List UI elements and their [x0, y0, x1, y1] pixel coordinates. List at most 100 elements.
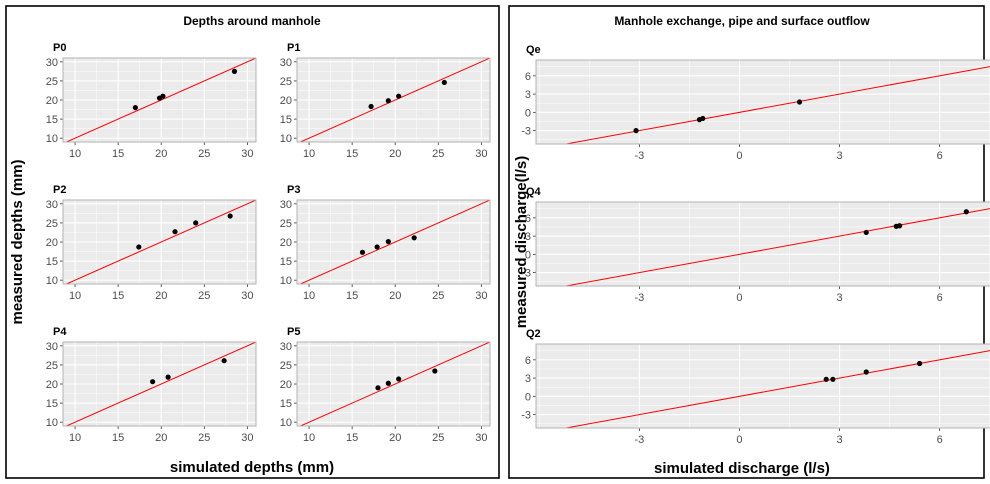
data-point	[917, 360, 923, 367]
one-to-one-line	[563, 208, 990, 286]
y-tick-label: 20	[46, 379, 58, 391]
y-tick-label: 0	[525, 107, 531, 119]
x-tick-label: 25	[432, 148, 444, 160]
y-tick-label: 10	[280, 417, 292, 429]
data-point	[396, 93, 402, 99]
panel-border	[62, 341, 257, 427]
y-tick-label: 30	[280, 57, 292, 69]
data-point	[823, 376, 829, 382]
y-tick-label: 30	[46, 341, 58, 353]
data-point	[896, 223, 903, 229]
y-tick-label: 15	[280, 398, 292, 410]
x-tick-label: 3	[836, 150, 842, 162]
data-point	[150, 379, 156, 385]
panel-border	[296, 57, 491, 143]
y-tick-label: 6	[525, 213, 531, 225]
y-tick-label: 25	[280, 76, 292, 88]
x-tick-label: 25	[432, 290, 444, 302]
y-tick-label: 3	[525, 89, 531, 101]
panel-title: Qe	[526, 44, 541, 56]
discharge-figure: Manhole exchange, pipe and surface outfl…	[513, 14, 990, 477]
x-tick-label: 3	[836, 292, 842, 304]
data-point	[374, 244, 380, 250]
y-tick-label: 25	[46, 76, 58, 88]
x-tick-label: 30	[475, 432, 487, 444]
data-point	[432, 368, 438, 374]
x-tick-label: -3	[635, 292, 645, 304]
x-tick-label: 20	[389, 290, 401, 302]
depths-figure: Depths around manhole simulated depths (m…	[9, 14, 491, 476]
x-tick-label: 30	[241, 148, 253, 160]
data-point	[193, 220, 199, 226]
panel-p4: 10 15 20 25 30 10 15 20 25 30 P4	[46, 326, 257, 444]
data-point	[221, 358, 227, 364]
panel-title: P5	[287, 326, 300, 338]
x-tick-label: 25	[198, 432, 210, 444]
x-tick-label: 6	[937, 150, 943, 162]
x-tick-label: -3	[635, 434, 645, 446]
y-tick-label: 3	[525, 373, 531, 385]
panel-p3: 10 15 20 25 30 10 15 20 25 30 P3	[280, 184, 491, 302]
data-point	[796, 99, 803, 105]
panel-title: P3	[287, 184, 300, 196]
y-axis-label: measured depths (mm)	[9, 159, 26, 324]
x-tick-label: 15	[346, 290, 358, 302]
x-tick-label: 30	[475, 290, 487, 302]
one-to-one-line	[65, 200, 256, 284]
x-axis-label: simulated depths (mm)	[170, 459, 334, 476]
panel-border	[535, 59, 990, 145]
x-tick-label: 10	[303, 290, 315, 302]
y-tick-label: -3	[521, 410, 531, 422]
data-point	[160, 93, 166, 99]
x-tick-label: 15	[346, 148, 358, 160]
panel-qe: -3 0 3 6 -3 0 3 6 Qe	[521, 44, 990, 162]
x-tick-label: 20	[155, 290, 167, 302]
panel-border	[296, 199, 491, 285]
panel-q2: -3 0 3 6 -3 0 3 6 Q2	[521, 328, 990, 446]
y-tick-label: 10	[46, 275, 58, 287]
data-point	[863, 229, 869, 236]
y-tick-label: 30	[280, 199, 292, 211]
data-point	[830, 376, 836, 382]
data-point	[441, 79, 447, 86]
data-point	[132, 105, 138, 111]
data-point	[172, 229, 178, 235]
data-point	[700, 115, 706, 122]
panel-title: P0	[53, 42, 66, 54]
y-tick-label: 25	[46, 360, 58, 372]
data-point	[963, 209, 969, 215]
y-tick-label: 25	[46, 218, 58, 230]
x-tick-label: 20	[389, 148, 401, 160]
y-tick-label: 20	[280, 237, 292, 249]
y-tick-label: 20	[280, 95, 292, 107]
panel-title: Q2	[526, 328, 541, 340]
y-tick-label: 30	[280, 341, 292, 353]
panel-p0: 10 15 20 25 30 10 15 20 25 30 P0	[46, 42, 257, 160]
x-tick-label: 0	[736, 150, 742, 162]
x-tick-label: 25	[198, 148, 210, 160]
y-tick-label: -3	[521, 268, 531, 280]
x-tick-label: 15	[112, 148, 124, 160]
x-tick-label: 20	[155, 148, 167, 160]
y-tick-label: 30	[46, 199, 58, 211]
one-to-one-line	[299, 342, 490, 426]
panel-background	[536, 60, 990, 144]
x-tick-label: 10	[69, 148, 81, 160]
x-tick-label: 6	[937, 434, 943, 446]
panel-border	[62, 199, 257, 285]
y-tick-label: 10	[46, 133, 58, 145]
one-to-one-line	[563, 66, 990, 144]
y-tick-label: 20	[46, 95, 58, 107]
panel-background	[536, 344, 990, 428]
y-tick-label: 20	[46, 237, 58, 249]
x-tick-label: 6	[937, 292, 943, 304]
data-point	[633, 128, 639, 134]
data-point	[368, 103, 374, 110]
y-tick-label: 15	[46, 398, 58, 410]
y-tick-label: 10	[46, 417, 58, 429]
y-tick-label: 15	[280, 114, 292, 126]
y-tick-label: 10	[280, 275, 292, 287]
y-axis-label: measured discharge(l/s)	[513, 156, 530, 329]
data-point	[385, 98, 391, 104]
